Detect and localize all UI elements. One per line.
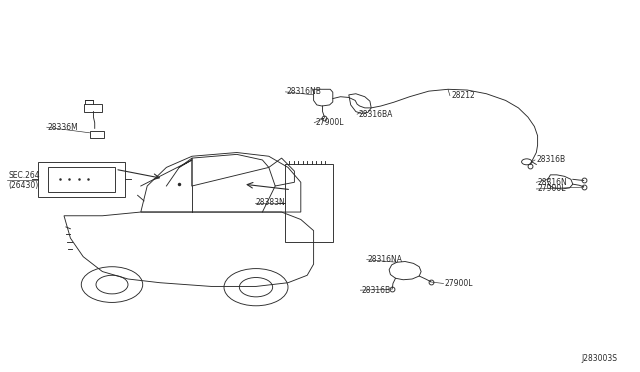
Bar xyxy=(90,131,104,138)
Text: 27900L: 27900L xyxy=(316,118,344,127)
Text: J283003S: J283003S xyxy=(582,354,618,363)
Text: 27900L: 27900L xyxy=(445,279,474,288)
Text: 28316BA: 28316BA xyxy=(358,110,393,119)
Text: 27900L: 27900L xyxy=(538,185,566,193)
Text: 28316NA: 28316NA xyxy=(368,255,403,264)
Text: SEC.264
(26430): SEC.264 (26430) xyxy=(8,171,40,190)
Text: 28316NB: 28316NB xyxy=(287,87,321,96)
Text: 28316N: 28316N xyxy=(538,178,567,187)
Text: 28316B: 28316B xyxy=(536,155,566,164)
Bar xyxy=(84,104,102,112)
Text: 28212: 28212 xyxy=(451,91,475,100)
Bar xyxy=(38,162,125,197)
Bar xyxy=(285,164,333,242)
Text: 28316B: 28316B xyxy=(362,286,391,295)
Bar xyxy=(48,167,115,192)
Text: 28383N: 28383N xyxy=(256,198,285,207)
Text: 28336M: 28336M xyxy=(48,123,79,132)
